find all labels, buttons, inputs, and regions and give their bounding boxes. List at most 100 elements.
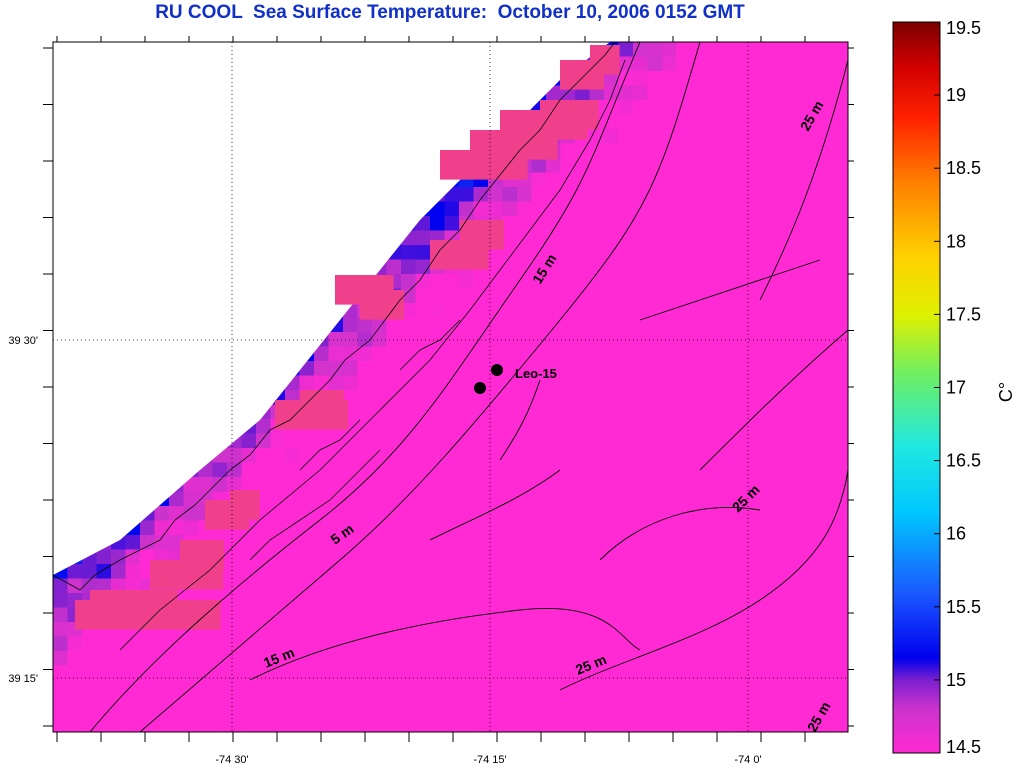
sst-pixel (372, 636, 388, 652)
sst-pixel (821, 216, 837, 232)
sst-pixel (749, 71, 765, 87)
sst-pixel (517, 651, 533, 667)
sst-pixel (807, 245, 823, 261)
sst-pixel (53, 665, 69, 681)
sst-pixel (343, 723, 359, 732)
sst-pixel (415, 491, 431, 507)
sst-pixel (647, 172, 663, 188)
sst-pixel (792, 332, 808, 348)
sst-pixel (488, 665, 504, 681)
sst-pixel (473, 593, 489, 609)
sst-pixel (662, 85, 678, 101)
sst-pixel (662, 71, 678, 87)
sst-pixel (227, 723, 243, 732)
sst-pixel (763, 448, 779, 464)
sst-pixel (459, 419, 475, 435)
sst-pixel (357, 520, 373, 536)
sst-pixel (691, 506, 707, 522)
sst-pixel (734, 390, 750, 406)
sst-pixel (473, 361, 489, 377)
sst-pixel (488, 680, 504, 696)
sst-pixel (821, 259, 837, 275)
sst-pixel (386, 680, 402, 696)
sst-pixel (575, 622, 591, 638)
sst-pixel (807, 433, 823, 449)
sst-pixel (720, 129, 736, 145)
sst-pixel (821, 404, 837, 420)
sst-pixel (734, 709, 750, 725)
sst-pixel (430, 477, 446, 493)
sst-pixel (662, 259, 678, 275)
sst-pixel (705, 56, 721, 72)
sst-pixel (517, 607, 533, 623)
sst-pixel (589, 216, 605, 232)
sst-pixel (763, 665, 779, 681)
sst-pixel (705, 245, 721, 261)
sst-pixel (488, 187, 504, 203)
sst-pixel (676, 665, 692, 681)
sst-pixel (357, 448, 373, 464)
sst-pixel (357, 462, 373, 478)
sst-pixel (734, 259, 750, 275)
sst-pixel (720, 491, 736, 507)
sst-pixel (531, 564, 547, 580)
sst-pixel (212, 709, 228, 725)
sst-pixel (560, 375, 576, 391)
sst-pixel (488, 288, 504, 304)
masked-pixel (150, 574, 166, 590)
sst-pixel (560, 651, 576, 667)
map-title: RU COOL Sea Surface Temperature: October… (155, 2, 745, 23)
sst-pixel (763, 477, 779, 493)
sst-pixel (749, 448, 765, 464)
sst-pixel (227, 709, 243, 725)
sst-pixel (647, 332, 663, 348)
sst-pixel (328, 520, 344, 536)
sst-pixel (169, 709, 185, 725)
sst-pixel (430, 520, 446, 536)
sst-pixel (314, 346, 330, 362)
masked-pixel (360, 304, 376, 320)
sst-pixel (749, 259, 765, 275)
sst-pixel (720, 578, 736, 594)
sst-pixel (328, 375, 344, 391)
sst-pixel (604, 433, 620, 449)
sst-pixel (720, 535, 736, 551)
sst-pixel (285, 723, 301, 732)
sst-pixel (372, 433, 388, 449)
sst-pixel (792, 346, 808, 362)
sst-pixel (357, 332, 373, 348)
sst-pixel (807, 375, 823, 391)
sst-pixel (604, 419, 620, 435)
sst-pixel (357, 564, 373, 580)
sst-pixel (241, 636, 257, 652)
sst-pixel (328, 680, 344, 696)
sst-pixel (401, 549, 417, 565)
sst-pixel (633, 42, 649, 58)
sst-pixel (662, 622, 678, 638)
sst-pixel (618, 259, 634, 275)
sst-pixel (778, 187, 794, 203)
sst-pixel (705, 549, 721, 565)
sst-pixel (705, 303, 721, 319)
sst-pixel (314, 651, 330, 667)
sst-pixel (662, 506, 678, 522)
sst-pixel (473, 404, 489, 420)
sst-pixel (836, 230, 848, 246)
sst-pixel (749, 636, 765, 652)
sst-pixel (473, 535, 489, 551)
sst-pixel (778, 230, 794, 246)
sst-pixel (502, 259, 518, 275)
sst-pixel (749, 361, 765, 377)
sst-pixel (473, 433, 489, 449)
sst-pixel (488, 607, 504, 623)
masked-pixel (162, 590, 178, 606)
sst-pixel (415, 665, 431, 681)
sst-pixel (401, 680, 417, 696)
sst-pixel (589, 172, 605, 188)
sst-pixel (676, 100, 692, 116)
sst-pixel (778, 56, 794, 72)
sst-pixel (328, 433, 344, 449)
sst-pixel (256, 622, 272, 638)
sst-pixel (357, 390, 373, 406)
sst-pixel (372, 462, 388, 478)
